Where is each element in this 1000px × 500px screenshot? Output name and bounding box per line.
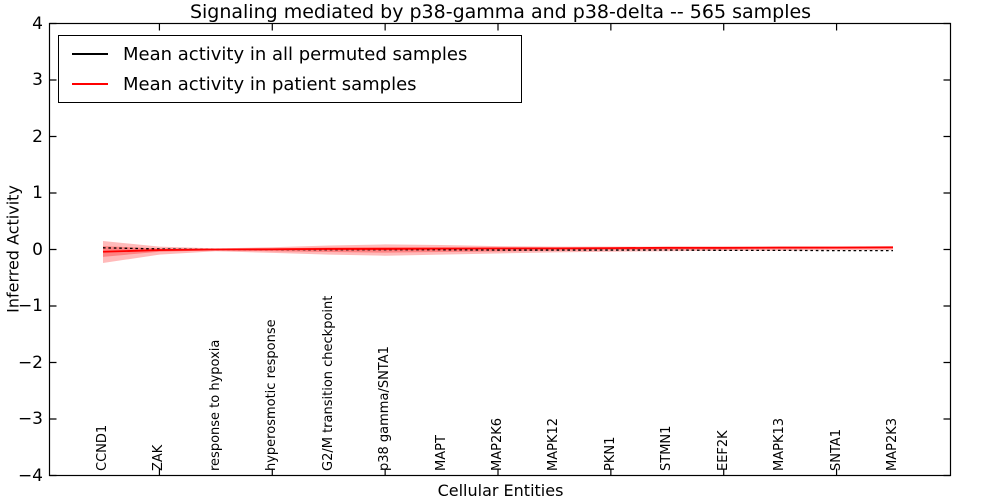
y-tick-label: −2: [17, 352, 43, 373]
y-tick-label: 3: [32, 70, 43, 90]
x-category-label: hyperosmotic response: [264, 319, 280, 471]
x-category-label: G2/M transition checkpoint: [320, 295, 336, 471]
chart-title: Signaling mediated by p38-gamma and p38-…: [189, 1, 812, 23]
legend-item-label: Mean activity in patient samples: [123, 73, 417, 95]
y-tick-label: 4: [32, 13, 43, 34]
legend-item-label: Mean activity in all permuted samples: [123, 43, 468, 65]
x-category-label: MAP2K3: [885, 417, 900, 471]
legend-item: Mean activity in all permuted samples: [59, 44, 521, 65]
x-category-label: PKN1: [602, 436, 618, 471]
y-tick-label: 2: [32, 126, 43, 147]
patient-samples-outer-band: [103, 241, 893, 264]
legend-line-sample: [72, 53, 108, 55]
y-tick-label: −3: [17, 409, 43, 429]
legend-item: Mean activity in patient samples: [59, 74, 521, 95]
y-tick-label: 1: [32, 183, 43, 203]
y-tick-label: −1: [17, 296, 43, 316]
x-axis-label: Cellular Entities: [437, 481, 564, 500]
x-category-label: EEF2K: [715, 430, 731, 471]
y-tick-label: −4: [17, 465, 43, 486]
axis-ticks: [49, 22, 951, 477]
y-tick-label: 0: [32, 239, 43, 260]
x-category-label: SNTA1: [828, 428, 844, 471]
x-category-label: MAPK13: [772, 417, 788, 471]
x-category-label: MAPK12: [546, 417, 562, 471]
legend: Mean activity in all permuted samples Mea…: [58, 35, 522, 103]
x-category-label: MAPT: [433, 435, 449, 471]
x-category-label: p38 gamma/SNTA1: [377, 346, 393, 471]
x-category-label: ZAK: [151, 444, 167, 471]
legend-line-sample: [72, 83, 108, 85]
series-line-patient: [102, 246, 894, 253]
x-category-label: STMN1: [659, 425, 675, 471]
x-category-label: CCND1: [95, 424, 110, 471]
x-category-label: response to hypoxia: [207, 339, 223, 471]
x-category-label: MAP2K6: [490, 417, 505, 471]
